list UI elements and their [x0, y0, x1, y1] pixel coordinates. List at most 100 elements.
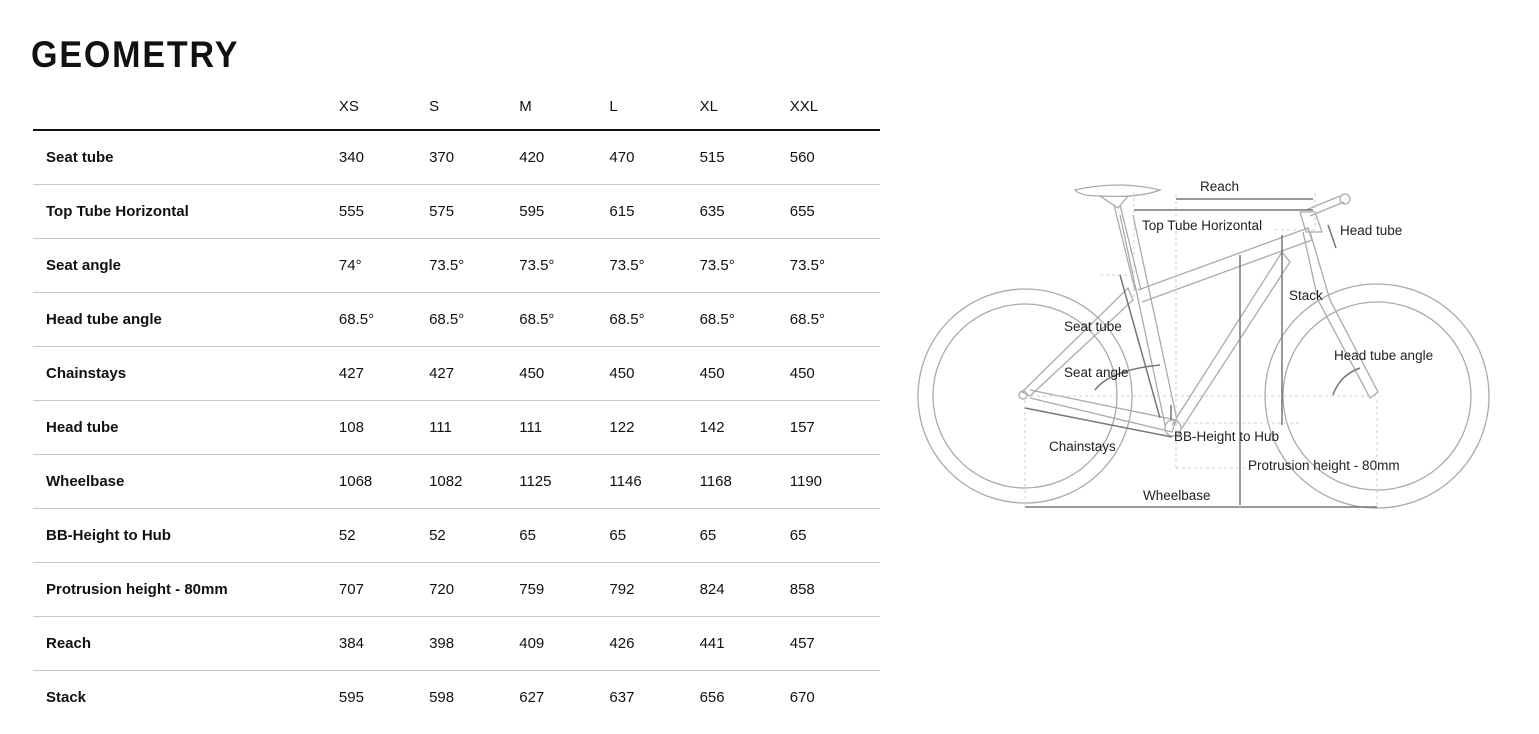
label-seat-tube: Seat tube — [1064, 319, 1122, 334]
table-row: Head tube angle 68.5° 68.5° 68.5° 68.5° 68.5°… — [33, 292, 880, 347]
col-xl: XL — [699, 84, 790, 131]
row-label: Head tube — [33, 400, 339, 455]
head-tube-fork — [1299, 211, 1379, 399]
row-label: Seat tube — [33, 130, 339, 185]
cell-value: 111 — [519, 400, 610, 455]
cell-value: 1068 — [338, 454, 430, 509]
cell-value: 450 — [609, 346, 700, 401]
cell-value: 670 — [789, 689, 815, 706]
saddle — [1073, 184, 1163, 209]
table-row: Seat tube 340 370 420 470 515 560 — [33, 130, 880, 185]
cell-value: 1190 — [789, 454, 880, 509]
cell-value: 598 — [429, 689, 455, 706]
cell-value: 635 — [699, 184, 790, 239]
cell-value: 1168 — [699, 454, 790, 509]
table-row: Chainstays 427 427 450 450 450 450 — [33, 346, 880, 401]
cell-value: 1146 — [609, 454, 700, 509]
col-s: S — [429, 84, 520, 131]
cell-value: 420 — [519, 130, 610, 185]
cell-value: 656 — [699, 689, 725, 706]
cell-value: 409 — [519, 616, 610, 671]
cell-value: 759 — [519, 562, 610, 617]
label-head-tube-angle: Head tube angle — [1334, 348, 1433, 363]
cell-value: 457 — [789, 616, 880, 671]
page-title: GEOMETRY — [31, 34, 240, 75]
cell-value: 73.5° — [519, 238, 610, 293]
row-label: Protrusion height - 80mm — [33, 562, 339, 617]
cell-value: 73.5° — [699, 238, 790, 293]
cell-value: 575 — [429, 184, 520, 239]
label-chainstays: Chainstays — [1049, 439, 1116, 454]
table-row: Seat angle 74° 73.5° 73.5° 73.5° 73.5° 73.5° — [33, 238, 880, 293]
label-top-tube: Top Tube Horizontal — [1142, 218, 1262, 233]
cell-value: 65 — [519, 508, 610, 563]
cell-value: 1082 — [429, 454, 520, 509]
cell-value: 560 — [789, 130, 880, 185]
cell-value: 108 — [338, 400, 430, 455]
cell-value: 427 — [429, 346, 520, 401]
cell-value: 111 — [429, 400, 520, 455]
cell-value: 720 — [429, 562, 520, 617]
label-protrusion: Protrusion height - 80mm — [1248, 458, 1400, 473]
row-label: Reach — [33, 616, 339, 671]
cell-value: 707 — [338, 562, 430, 617]
cell-value: 68.5° — [609, 292, 700, 347]
rear-axle — [1018, 390, 1028, 400]
col-l: L — [609, 84, 700, 131]
label-bb-height: BB-Height to Hub — [1174, 429, 1279, 444]
label-reach: Reach — [1200, 179, 1239, 194]
table-row: Head tube 108 111 111 122 142 157 — [33, 400, 880, 455]
geometry-table: XS S M L XL XXL Seat tube 340 370 420 470 515… — [33, 84, 880, 724]
col-m: M — [519, 84, 610, 131]
cell-value: 655 — [789, 184, 880, 239]
label-head-tube: Head tube — [1340, 223, 1402, 238]
label-seat-angle: Seat angle — [1064, 365, 1129, 380]
row-label: Seat angle — [33, 238, 339, 293]
seatpost — [1113, 204, 1142, 291]
cell-value: 122 — [609, 400, 700, 455]
table-header-row: XS S M L XL XXL — [33, 84, 880, 131]
stem — [1305, 195, 1345, 217]
row-label: Stack — [46, 689, 87, 706]
table-row: BB-Height to Hub 52 52 65 65 65 65 — [33, 508, 880, 563]
cell-value: 515 — [699, 130, 790, 185]
table-row: Protrusion height - 80mm 707 720 759 792 824 8… — [33, 562, 880, 617]
row-label: Wheelbase — [33, 454, 339, 509]
cell-value: 52 — [338, 508, 430, 563]
cell-value: 65 — [699, 508, 790, 563]
cell-value: 73.5° — [429, 238, 520, 293]
cell-value: 73.5° — [789, 238, 880, 293]
cell-value: 68.5° — [338, 292, 430, 347]
cell-value: 52 — [429, 508, 520, 563]
handlebar — [1339, 193, 1351, 205]
cell-value: 555 — [338, 184, 430, 239]
col-xs: XS — [338, 84, 430, 131]
label-stack: Stack — [1289, 288, 1323, 303]
cell-value: 370 — [429, 130, 520, 185]
cell-value: 427 — [338, 346, 430, 401]
cell-value: 65 — [789, 508, 880, 563]
cell-value: 595 — [338, 689, 364, 706]
row-label: Head tube angle — [33, 292, 339, 347]
row-label: Top Tube Horizontal — [33, 184, 339, 239]
table-row: Stack 595 598 627 637 656 670 — [33, 671, 880, 725]
cell-value: 157 — [789, 400, 880, 455]
row-label: BB-Height to Hub — [33, 508, 339, 563]
cell-value: 450 — [789, 346, 880, 401]
cell-value: 384 — [338, 616, 430, 671]
cell-value: 68.5° — [519, 292, 610, 347]
frame — [1020, 214, 1313, 433]
cell-value: 142 — [699, 400, 790, 455]
cell-value: 595 — [519, 184, 610, 239]
cell-value: 68.5° — [429, 292, 520, 347]
cell-value: 858 — [789, 562, 880, 617]
cell-value: 792 — [609, 562, 700, 617]
label-wheelbase: Wheelbase — [1143, 488, 1211, 503]
cell-value: 470 — [609, 130, 700, 185]
table-row: Wheelbase 1068 1082 1125 1146 1168 1190 — [33, 454, 880, 509]
cell-value: 450 — [519, 346, 610, 401]
col-xxl: XXL — [789, 84, 880, 131]
row-label: Chainstays — [33, 346, 339, 401]
cell-value: 627 — [519, 689, 545, 706]
